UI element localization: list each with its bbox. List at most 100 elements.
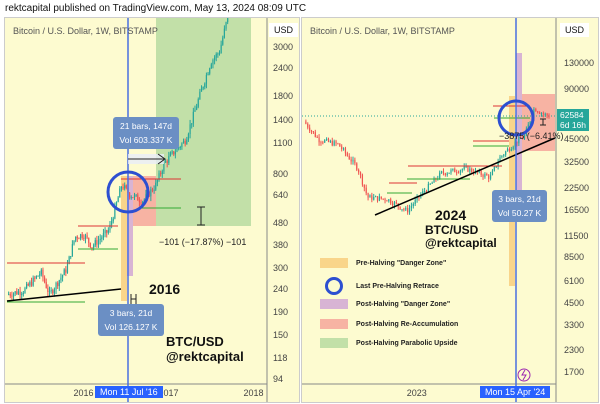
candle: [516, 141, 518, 144]
lightning-event-icon: [517, 368, 531, 382]
legend-swatch: [320, 338, 348, 348]
candle: [75, 236, 77, 241]
candle: [457, 172, 460, 174]
candle: [456, 172, 458, 174]
candle: [73, 240, 75, 245]
candle: [538, 112, 541, 114]
candle: [8, 294, 10, 296]
cursor-date-label: Mon 15 Apr '24: [480, 386, 551, 398]
legend-label: Post-Halving "Danger Zone": [356, 300, 451, 308]
candle: [501, 155, 503, 157]
candle: [68, 256, 70, 265]
legend-item: Last Pre-Halving Retrace: [320, 277, 439, 295]
candle: [422, 191, 424, 195]
candle: [346, 153, 348, 156]
candle: [194, 109, 196, 112]
candle: [350, 159, 352, 162]
candle: [217, 53, 219, 55]
candle: [414, 199, 416, 205]
legend-label: Post-Halving Re-Accumulation: [356, 320, 459, 328]
candle: [491, 170, 494, 176]
candle: [506, 149, 509, 152]
candle: [499, 156, 501, 163]
candle: [227, 18, 229, 23]
candle: [548, 115, 550, 118]
candle: [337, 143, 339, 145]
candle: [120, 186, 123, 189]
candle: [156, 180, 158, 183]
candle: [465, 166, 467, 168]
candle: [412, 204, 414, 206]
candle: [433, 178, 435, 183]
candle: [173, 151, 175, 155]
chart-2016[interactable]: Bitcoin / U.S. Dollar, 1W, BITSTAMP 21 b…: [4, 17, 300, 403]
candle: [348, 155, 350, 160]
currency-button[interactable]: USD: [560, 23, 590, 37]
candle: [488, 175, 490, 179]
range-ibeam-icon: [130, 294, 137, 304]
candle: [97, 240, 100, 245]
candle: [70, 256, 72, 258]
legend-swatch: [320, 319, 348, 329]
candle: [354, 159, 356, 164]
symbol-title: Bitcoin / U.S. Dollar, 1W, BITSTAMP: [310, 26, 455, 36]
author-label: @rektcapital: [425, 236, 497, 250]
candle: [140, 202, 142, 204]
candle: [60, 277, 62, 281]
candle: [305, 121, 307, 124]
price-tick: 22500: [564, 182, 590, 193]
candle: [37, 275, 39, 277]
price-tick: 16500: [564, 205, 590, 216]
price-tick: 94: [273, 374, 284, 385]
measure-bars: 3 bars, 21d: [109, 308, 153, 318]
candle: [523, 135, 526, 139]
candle: [186, 139, 188, 145]
candle: [179, 147, 181, 149]
candle: [104, 230, 106, 234]
candle: [382, 198, 384, 200]
candle: [365, 187, 367, 194]
price-tick: 8500: [564, 252, 585, 263]
candle: [19, 291, 21, 295]
candle: [495, 166, 497, 168]
chart-2024[interactable]: Bitcoin / U.S. Dollar, 1W, BITSTAMP −387…: [301, 17, 599, 403]
price-tick: 190: [273, 306, 289, 317]
candle: [407, 208, 409, 213]
legend-item: Post-Halving "Danger Zone": [320, 299, 450, 309]
candle: [497, 162, 499, 167]
price-tick: 480: [273, 217, 289, 228]
candle: [375, 196, 377, 198]
candle: [307, 123, 309, 128]
candle: [212, 59, 214, 65]
candle: [48, 290, 51, 293]
price-tick: 1700: [564, 366, 585, 377]
currency-button[interactable]: USD: [269, 23, 299, 37]
candle: [29, 282, 31, 286]
price-tick: 300: [273, 263, 289, 273]
candle: [30, 282, 33, 286]
price-tick: 90000: [564, 84, 590, 95]
candle: [546, 113, 548, 116]
price-tick: 6100: [564, 275, 585, 286]
candle: [106, 230, 108, 233]
candle: [369, 195, 371, 198]
candle: [356, 163, 358, 170]
price-tick: 380: [273, 240, 289, 251]
candle: [192, 111, 194, 124]
candle: [310, 130, 313, 132]
chart-2016-canvas[interactable]: [5, 18, 299, 402]
candle: [386, 200, 388, 202]
price-tick: 640: [273, 190, 289, 201]
candle: [196, 106, 198, 110]
price-tick: 4500: [564, 297, 585, 308]
candle: [32, 277, 34, 286]
candle: [137, 194, 139, 201]
candle: [158, 173, 160, 181]
candle: [393, 202, 396, 206]
candle: [52, 290, 54, 294]
candle: [128, 192, 131, 198]
candle: [88, 237, 90, 243]
candle: [480, 170, 482, 175]
candle: [390, 199, 392, 204]
legend-swatch: [320, 258, 348, 268]
